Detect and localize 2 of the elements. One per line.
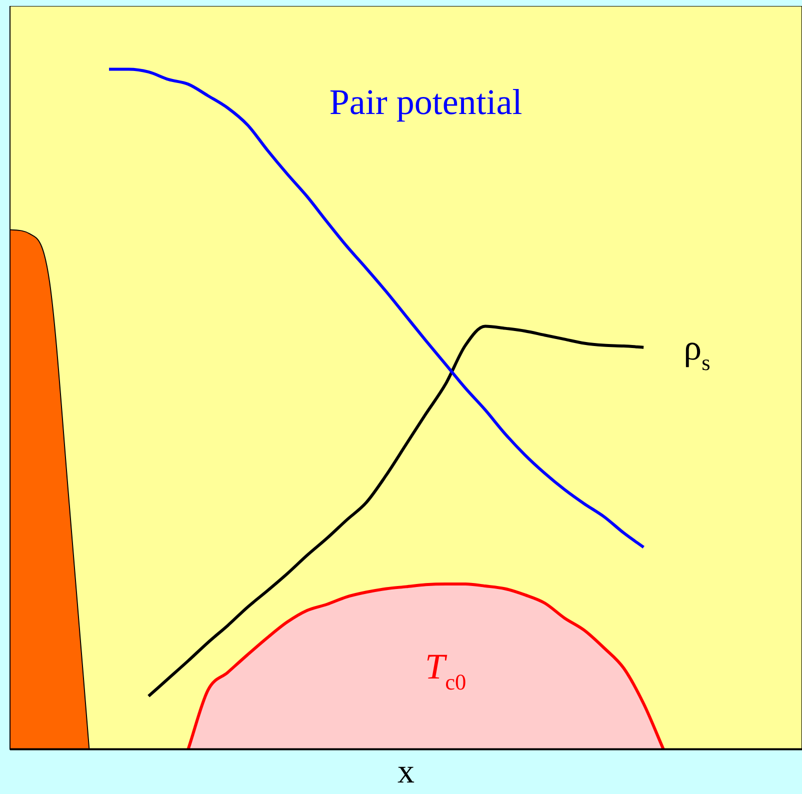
series-label: Pair potential (329, 82, 522, 122)
x-axis-title: x (398, 754, 414, 791)
